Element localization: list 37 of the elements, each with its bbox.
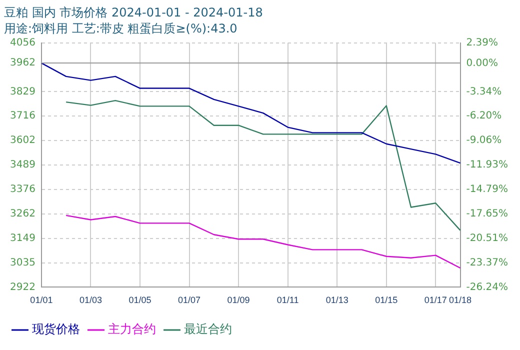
y-tick-label: 3035 [10, 257, 36, 268]
y2-tick-label: -3.34% [466, 86, 502, 98]
y-tick-label: 4056 [10, 37, 36, 48]
legend-label: 最近合约 [184, 322, 232, 336]
y-tick-label: 2922 [10, 282, 36, 293]
x-tick-label: 01/07 [178, 295, 201, 306]
y-tick-label: 3602 [10, 135, 36, 146]
x-tick-label: 01/05 [128, 295, 152, 306]
chart-title: 豆粕 国内 市场价格 2024-01-01 - 2024-01-18 [4, 5, 263, 20]
x-tick-label: 01/15 [375, 295, 398, 306]
x-tick-label: 01/18 [448, 295, 472, 306]
legend-label: 现货价格 [32, 322, 80, 336]
y-tick-label: 3962 [10, 58, 36, 69]
y2-tick-label: -26.24% [466, 282, 508, 293]
y2-tick-label: -14.79% [466, 184, 508, 196]
x-tick-label: 01/03 [79, 295, 102, 306]
y2-tick-label: 2.39% [466, 37, 498, 48]
chart-subtitle: 用途:饲料用 工艺:带皮 粗蛋白质≥(%):43.0 [4, 22, 238, 36]
x-tick-label: 01/13 [326, 295, 348, 306]
x-tick-label: 01/09 [227, 295, 250, 306]
x-tick-label: 01/11 [276, 295, 299, 306]
y2-tick-label: -11.93% [466, 160, 508, 171]
y-tick-label: 3829 [10, 86, 36, 98]
x-tick-label: 01/01 [30, 295, 53, 306]
y-tick-label: 3376 [10, 184, 36, 195]
y2-tick-label: 0.00% [466, 58, 498, 69]
y2-tick-label: -23.37% [466, 257, 508, 268]
x-tick-label: 01/17 [424, 295, 447, 306]
y-tick-label: 3489 [10, 160, 36, 171]
legend-label: 主力合约 [108, 322, 156, 336]
y2-tick-label: -20.51% [466, 232, 508, 244]
y-tick-label: 3262 [10, 208, 36, 220]
y-tick-label: 3716 [10, 110, 36, 122]
y2-tick-label: -6.20% [466, 110, 502, 122]
y2-tick-label: -9.06% [466, 135, 502, 146]
y-tick-label: 3149 [10, 232, 36, 244]
y2-tick-label: -17.65% [466, 208, 508, 220]
